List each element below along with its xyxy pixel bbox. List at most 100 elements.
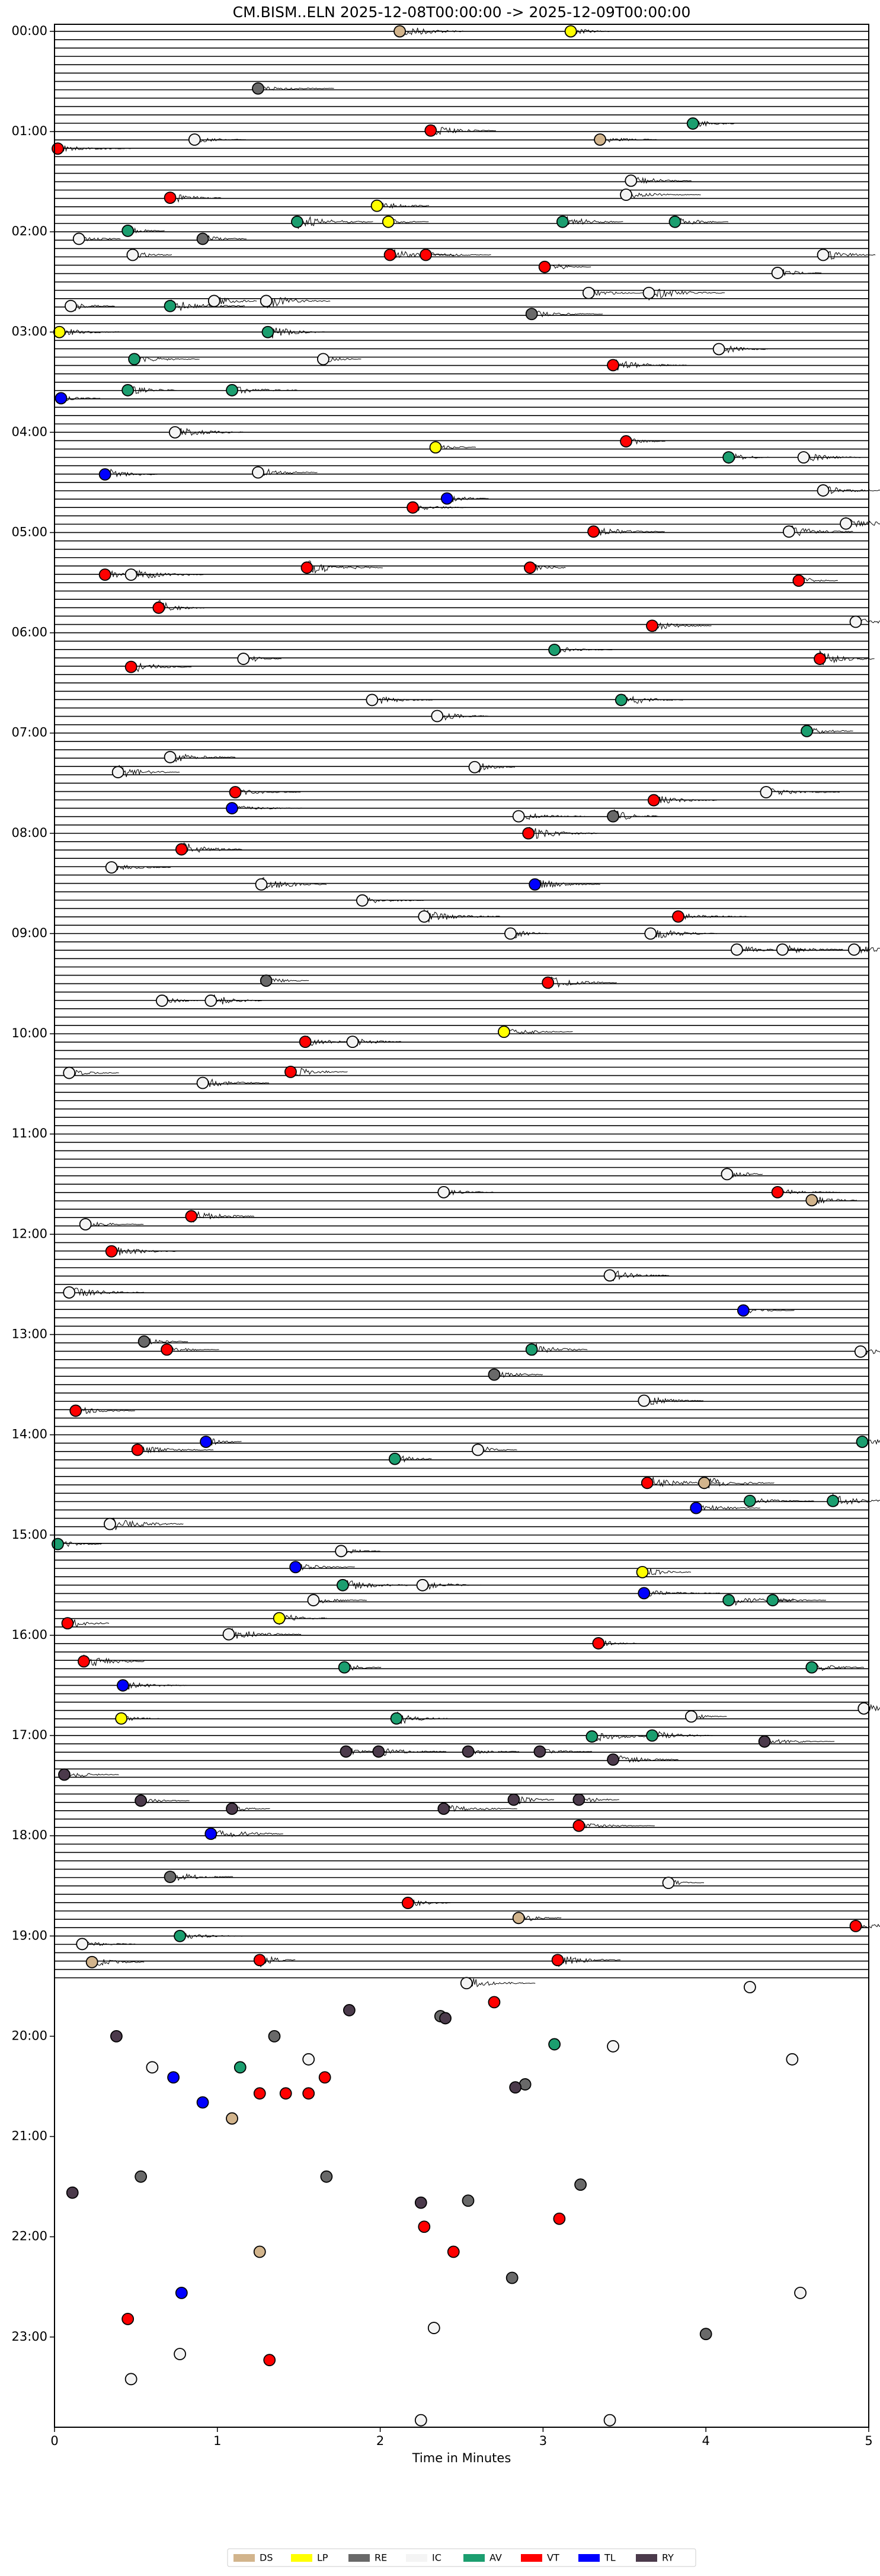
y-tick-label: 10:00 <box>11 1026 47 1040</box>
waveform-burst <box>728 453 770 464</box>
y-tick-label: 09:00 <box>11 926 47 940</box>
event-marker <box>121 2312 135 2325</box>
event-marker <box>468 760 481 774</box>
event-marker <box>522 827 535 840</box>
event-marker <box>817 248 830 261</box>
event-marker <box>564 25 577 38</box>
event-marker <box>776 943 789 956</box>
waveform-burst <box>313 1597 367 1604</box>
waveform-burst <box>174 427 249 436</box>
event-marker <box>498 1025 510 1038</box>
waveform-burst <box>528 827 599 839</box>
waveform-burst <box>652 1730 713 1739</box>
event-marker <box>686 117 699 130</box>
waveform-burst <box>376 200 430 210</box>
waveform-burst <box>613 359 687 370</box>
event-marker <box>801 724 813 737</box>
waveform-burst <box>169 192 222 203</box>
event-marker <box>289 1561 302 1574</box>
event-marker <box>594 133 606 146</box>
legend-swatch <box>578 2554 600 2562</box>
y-tick-label: 23:00 <box>11 2329 47 2344</box>
event-marker <box>131 1443 144 1456</box>
event-marker <box>253 1954 266 1967</box>
event-marker <box>585 1730 599 1743</box>
waveform-burst <box>642 1567 692 1575</box>
event-marker <box>625 174 638 187</box>
event-marker <box>320 2170 333 2183</box>
event-marker <box>668 215 681 228</box>
event-marker <box>98 568 111 581</box>
waveform-burst <box>548 976 617 989</box>
event-marker <box>105 1245 118 1258</box>
event-marker <box>401 1897 414 1909</box>
event-marker <box>731 943 743 956</box>
event-marker <box>542 976 555 989</box>
event-marker <box>300 561 313 574</box>
waveform-burst <box>69 1287 144 1296</box>
event-marker <box>805 1194 818 1207</box>
waveform-burst <box>644 1396 703 1407</box>
event-marker <box>336 1578 349 1591</box>
event-marker <box>817 484 830 497</box>
event-marker <box>164 191 177 204</box>
event-marker <box>504 927 517 940</box>
event-marker <box>548 643 561 656</box>
waveform-burst <box>75 1407 135 1416</box>
legend-box <box>227 2548 696 2567</box>
waveform-burst <box>437 712 488 722</box>
waveform-burst <box>443 1188 494 1196</box>
waveform-burst <box>180 1932 247 1939</box>
legend-label: DS <box>260 2552 273 2564</box>
event-marker <box>168 426 181 439</box>
event-marker <box>603 2414 616 2427</box>
waveform-burst <box>407 1899 451 1907</box>
waveform-burst <box>296 216 373 229</box>
event-marker <box>52 1538 64 1551</box>
event-marker <box>722 451 735 464</box>
event-marker <box>722 1594 735 1607</box>
event-marker <box>52 142 64 155</box>
event-marker <box>237 653 250 665</box>
event-marker <box>548 2038 561 2051</box>
event-marker <box>737 1304 750 1317</box>
waveform-burst <box>70 302 115 311</box>
y-tick-label: 05:00 <box>11 525 47 539</box>
waveform-burst <box>412 503 471 512</box>
waveform-burst <box>650 929 717 939</box>
waveform-burst <box>513 1795 555 1806</box>
event-marker <box>827 1494 839 1507</box>
waveform-burst <box>267 327 325 338</box>
event-marker <box>226 383 238 397</box>
y-tick-label: 21:00 <box>11 2129 47 2143</box>
waveform-burst <box>130 662 192 673</box>
waveform-burst <box>210 1830 283 1840</box>
waveform-burst <box>261 877 327 889</box>
event-marker <box>556 215 569 228</box>
event-marker <box>370 199 383 212</box>
legend-label: VT <box>547 2552 559 2564</box>
waveform-burst <box>235 790 301 796</box>
event-marker <box>792 574 805 587</box>
event-marker <box>252 466 264 479</box>
y-tick-label: 19:00 <box>11 1928 47 1942</box>
event-marker <box>340 1745 353 1758</box>
waveform-burst <box>626 191 701 199</box>
event-marker <box>317 353 329 366</box>
event-marker <box>343 2004 356 2016</box>
event-marker <box>124 2373 137 2386</box>
waveform-burst <box>422 1581 484 1590</box>
event-marker <box>318 2071 331 2084</box>
event-marker <box>390 1712 403 1725</box>
event-marker <box>505 2271 519 2284</box>
event-marker <box>207 295 220 308</box>
waveform-burst <box>570 27 612 35</box>
waveform-burst <box>593 527 665 536</box>
event-marker <box>135 2170 148 2183</box>
y-tick-label: 15:00 <box>11 1527 47 1542</box>
event-marker <box>104 1517 116 1530</box>
waveform-burst <box>361 896 424 905</box>
event-marker <box>204 1827 217 1840</box>
event-marker <box>646 619 658 632</box>
